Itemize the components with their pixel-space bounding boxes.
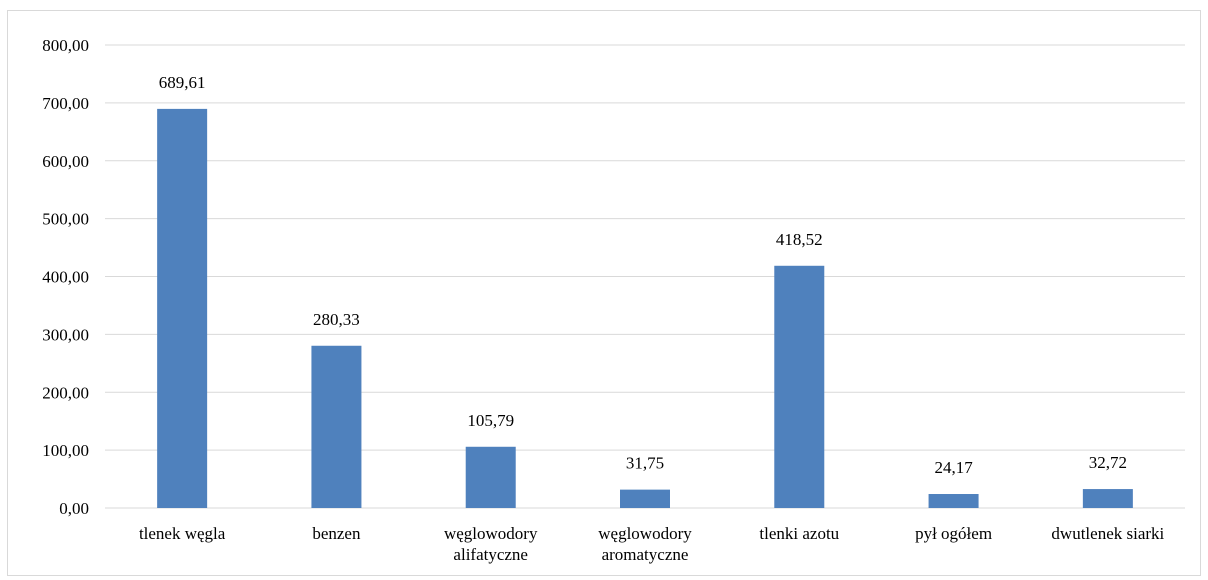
x-tick-label: węglowodory [444, 524, 538, 543]
x-tick-label: tlenek węgla [139, 524, 226, 543]
x-tick-label: aromatyczne [602, 545, 689, 564]
y-tick-label: 200,00 [42, 383, 89, 402]
x-tick-label: pył ogółem [915, 524, 992, 543]
x-tick-label: benzen [312, 524, 361, 543]
x-tick-label: tlenki azotu [759, 524, 839, 543]
bar [157, 108, 208, 508]
bar [774, 265, 825, 508]
y-tick-label: 0,00 [59, 499, 89, 518]
bar [311, 345, 362, 508]
y-tick-label: 500,00 [42, 210, 89, 229]
data-label: 280,33 [313, 310, 360, 329]
data-label: 105,79 [467, 411, 514, 430]
x-tick-label: alifatyczne [453, 545, 528, 564]
y-tick-label: 700,00 [42, 94, 89, 113]
bar [1082, 489, 1133, 508]
y-tick-label: 400,00 [42, 268, 89, 287]
data-label: 24,17 [934, 458, 973, 477]
data-label: 689,61 [159, 73, 206, 92]
data-label: 32,72 [1089, 453, 1127, 472]
y-tick-label: 100,00 [42, 441, 89, 460]
y-tick-label: 600,00 [42, 152, 89, 171]
data-label: 31,75 [626, 454, 664, 473]
y-tick-label: 800,00 [42, 36, 89, 55]
bar [620, 489, 670, 508]
bar [928, 494, 979, 508]
data-label: 418,52 [776, 230, 823, 249]
x-tick-label: dwutlenek siarki [1051, 524, 1164, 543]
bar [465, 446, 516, 508]
y-tick-label: 300,00 [42, 325, 89, 344]
x-tick-label: węglowodory [598, 524, 692, 543]
